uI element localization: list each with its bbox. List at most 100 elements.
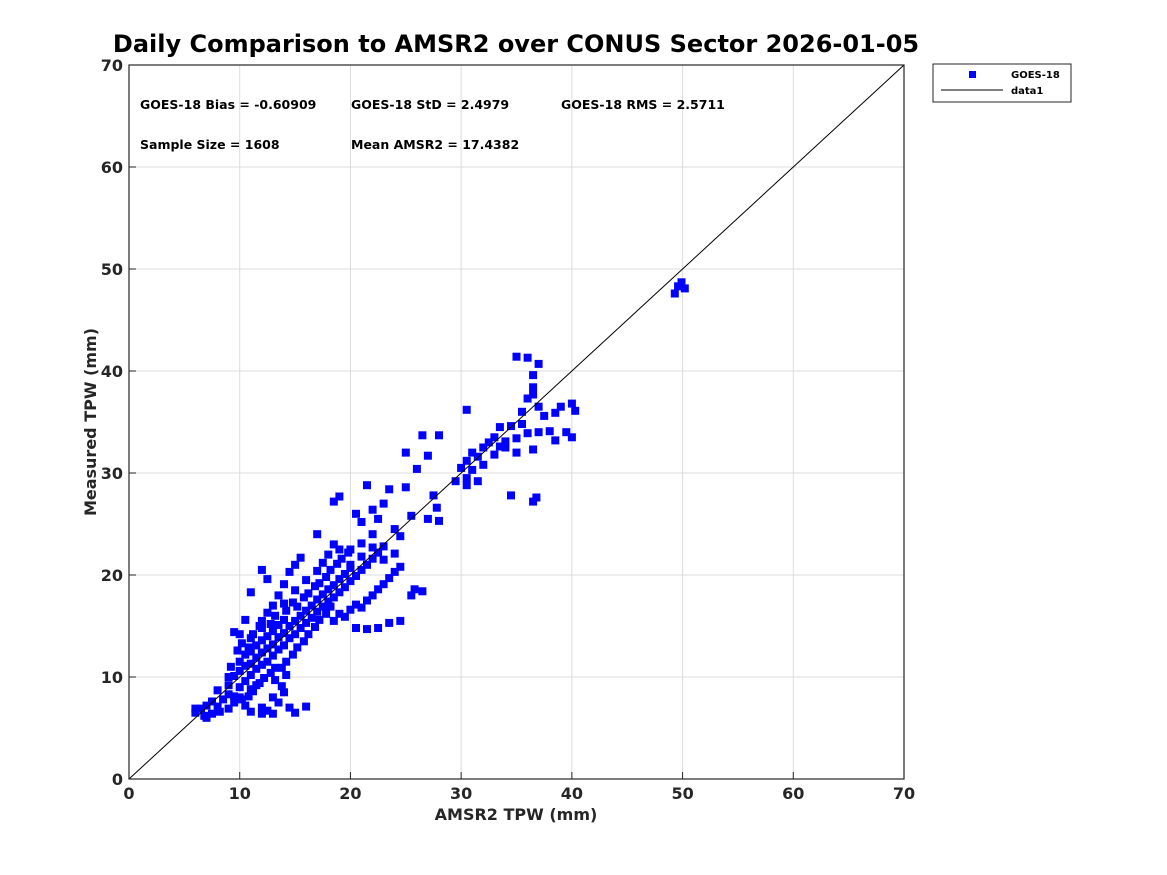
- data-point-198: [529, 445, 538, 454]
- data-point-36: [274, 633, 283, 642]
- data-point-167: [490, 433, 499, 442]
- data-point-94: [274, 698, 283, 707]
- data-point-163: [479, 443, 488, 452]
- data-point-93: [268, 693, 277, 702]
- data-point-92: [263, 706, 272, 715]
- data-point-151: [379, 555, 388, 564]
- data-point-216: [224, 673, 233, 681]
- data-point-135: [385, 485, 394, 494]
- data-point-33: [268, 640, 277, 649]
- y-tick-label-0: 0: [112, 770, 123, 789]
- data-point-25: [257, 660, 266, 669]
- data-point-66: [357, 565, 366, 574]
- data-point-245: [315, 615, 324, 624]
- data-point-190: [529, 371, 538, 380]
- data-point-195: [507, 491, 515, 500]
- y-tick-label-2: 20: [101, 566, 123, 585]
- data-point-206: [495, 423, 504, 432]
- data-point-251: [255, 679, 264, 688]
- data-point-68: [363, 560, 371, 569]
- data-point-55: [324, 597, 333, 606]
- data-point-133: [374, 514, 383, 523]
- data-point-95: [280, 688, 288, 697]
- data-point-243: [304, 630, 313, 639]
- data-point-100: [268, 709, 277, 718]
- data-point-223: [255, 622, 264, 630]
- data-point-34: [268, 627, 277, 636]
- stats-annotations: GOES-18 Bias = -0.60909 GOES-18 StD = 2.4…: [140, 97, 725, 152]
- data-point-31: [263, 632, 272, 641]
- data-point-203: [680, 284, 689, 293]
- data-point-1: [197, 704, 205, 713]
- data-point-253: [244, 692, 253, 701]
- data-point-59: [335, 588, 344, 597]
- stat-annotation-1: GOES-18 StD = 2.4979: [351, 97, 509, 112]
- data-point-11: [230, 672, 239, 680]
- data-point-211: [208, 697, 216, 706]
- data-point-24: [252, 641, 261, 650]
- data-point-106: [263, 608, 272, 617]
- data-point-103: [241, 701, 250, 710]
- data-point-70: [368, 543, 377, 552]
- data-point-213: [224, 704, 233, 713]
- data-point-184: [567, 399, 576, 408]
- data-point-52: [313, 595, 322, 604]
- data-point-130: [357, 518, 366, 526]
- data-point-128: [335, 492, 344, 501]
- data-point-47: [302, 618, 311, 627]
- data-point-78: [357, 603, 366, 612]
- data-point-252: [249, 687, 257, 696]
- data-point-170: [507, 422, 515, 431]
- y-tick-label-4: 40: [101, 362, 123, 381]
- data-point-185: [571, 406, 580, 415]
- data-point-239: [282, 657, 291, 666]
- data-point-186: [567, 433, 576, 442]
- data-point-67: [357, 552, 366, 561]
- data-point-45: [296, 624, 305, 632]
- data-point-58: [329, 581, 338, 590]
- data-point-120: [302, 576, 311, 585]
- data-point-110: [285, 567, 294, 576]
- data-point-209: [191, 704, 200, 713]
- data-point-65: [352, 572, 360, 580]
- data-point-208: [512, 448, 521, 457]
- data-point-131: [363, 481, 371, 490]
- data-point-241: [293, 643, 302, 652]
- data-point-74: [335, 609, 344, 618]
- legend: GOES-18 data1: [932, 63, 1072, 103]
- data-point-225: [271, 611, 280, 620]
- data-point-73: [329, 616, 338, 625]
- data-point-40: [280, 615, 288, 624]
- data-point-220: [244, 643, 253, 652]
- data-point-112: [296, 553, 305, 562]
- data-point-61: [340, 583, 349, 592]
- data-point-141: [423, 451, 432, 460]
- data-point-182: [556, 402, 565, 411]
- data-point-173: [518, 407, 526, 416]
- data-point-87: [363, 625, 371, 634]
- y-axis-label: Measured TPW (mm): [81, 328, 100, 516]
- x-tick-label-3: 30: [450, 784, 472, 803]
- data-point-156: [357, 539, 366, 548]
- data-point-196: [529, 497, 538, 506]
- data-point-146: [423, 514, 432, 523]
- legend-label-data1: data1: [1011, 86, 1043, 97]
- data-point-9: [224, 681, 233, 690]
- data-point-256: [282, 671, 291, 679]
- stat-annotation-0: GOES-18 Bias = -0.60909: [140, 97, 316, 112]
- data-point-60: [335, 575, 344, 584]
- data-point-123: [324, 550, 333, 559]
- data-point-150: [418, 587, 427, 596]
- data-point-86: [352, 624, 360, 632]
- data-point-187: [551, 436, 560, 445]
- stat-annotation-4: Mean AMSR2 = 17.4382: [351, 137, 519, 152]
- data-point-32: [268, 651, 277, 660]
- data-point-119: [291, 586, 300, 595]
- data-point-228: [293, 602, 302, 611]
- data-point-162: [473, 452, 482, 461]
- data-point-207: [501, 443, 510, 452]
- data-point-12: [235, 683, 244, 692]
- x-tick-label-0: 0: [123, 784, 134, 803]
- data-point-10: [230, 698, 239, 707]
